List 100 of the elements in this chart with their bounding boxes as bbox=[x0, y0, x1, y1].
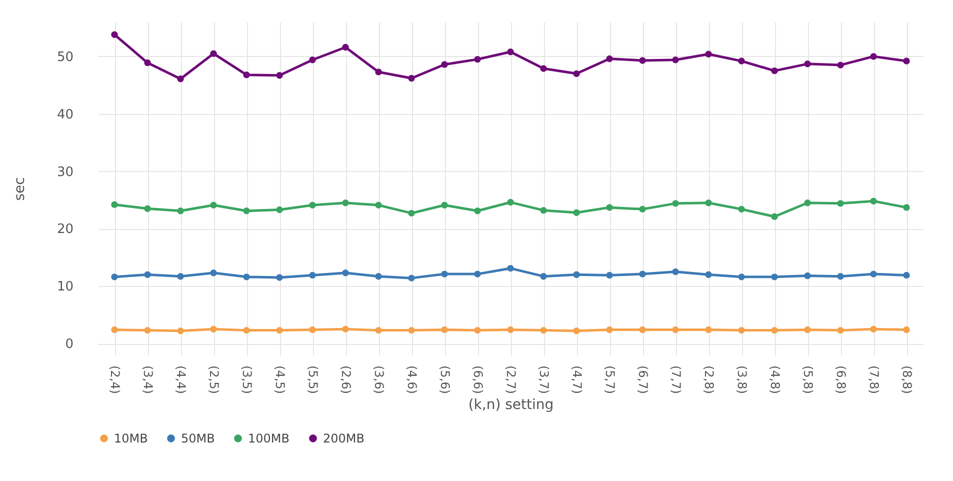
point bbox=[474, 56, 481, 63]
point bbox=[408, 326, 415, 334]
x-tick-label: (2,8) bbox=[702, 366, 716, 394]
point bbox=[540, 65, 547, 72]
point bbox=[309, 56, 316, 64]
point bbox=[177, 272, 184, 280]
x-axis-title: (k,n) setting bbox=[468, 396, 554, 413]
x-tick-label: (8,8) bbox=[900, 366, 914, 394]
point bbox=[903, 272, 910, 279]
x-tick-label: (2,5) bbox=[207, 366, 221, 394]
point bbox=[507, 264, 514, 272]
point bbox=[474, 326, 481, 334]
x-tick-label: (4,5) bbox=[273, 366, 287, 394]
point bbox=[705, 326, 712, 334]
x-tick-label: (3,5) bbox=[240, 366, 254, 394]
point bbox=[342, 326, 349, 333]
x-tick-label: (7,8) bbox=[867, 366, 881, 394]
point bbox=[243, 71, 250, 78]
point bbox=[309, 326, 316, 334]
x-tick-label: (6,6) bbox=[471, 366, 485, 394]
x-tick-label: (7,7) bbox=[669, 366, 683, 394]
point bbox=[210, 202, 217, 208]
point bbox=[177, 328, 184, 334]
point bbox=[738, 274, 745, 280]
x-tick-label: (4,4) bbox=[174, 366, 188, 394]
point bbox=[639, 206, 646, 213]
x-tick-label: (2,6) bbox=[339, 366, 353, 394]
point bbox=[540, 206, 547, 214]
point bbox=[672, 200, 679, 207]
point bbox=[705, 200, 712, 206]
point bbox=[276, 274, 283, 281]
point bbox=[573, 209, 580, 216]
point bbox=[441, 202, 448, 208]
point bbox=[243, 326, 250, 334]
y-tick-label: 40 bbox=[56, 107, 74, 122]
point bbox=[870, 198, 877, 204]
y-axis-title: sec bbox=[12, 177, 28, 201]
point bbox=[276, 72, 283, 79]
point bbox=[639, 57, 646, 64]
point bbox=[837, 200, 844, 207]
x-tick-label: (3,6) bbox=[372, 366, 386, 394]
point bbox=[309, 202, 316, 208]
point bbox=[474, 270, 481, 278]
point bbox=[837, 326, 844, 334]
x-tick-label: (6,8) bbox=[834, 366, 848, 394]
point bbox=[804, 60, 811, 68]
legend-label: 100MB bbox=[248, 431, 290, 446]
point bbox=[111, 201, 118, 208]
y-tick-label: 20 bbox=[56, 222, 74, 238]
point bbox=[243, 208, 250, 214]
point bbox=[903, 204, 910, 211]
point bbox=[606, 326, 613, 334]
point bbox=[672, 56, 679, 64]
point bbox=[408, 210, 415, 217]
point bbox=[705, 50, 712, 58]
x-tick-label: (4,8) bbox=[768, 366, 782, 394]
point bbox=[540, 326, 547, 334]
point bbox=[210, 50, 217, 57]
x-tick-label: (3,7) bbox=[537, 366, 551, 394]
point bbox=[771, 274, 778, 280]
x-tick-label: (4,7) bbox=[570, 366, 584, 394]
x-tick-label: (5,6) bbox=[438, 366, 452, 394]
point bbox=[210, 270, 217, 276]
y-tick-label: 10 bbox=[56, 280, 74, 295]
point bbox=[507, 198, 514, 206]
point bbox=[375, 326, 382, 334]
point bbox=[111, 326, 118, 334]
point bbox=[771, 213, 778, 220]
point bbox=[507, 48, 514, 56]
point bbox=[573, 70, 580, 78]
legend-label: 200MB bbox=[323, 431, 364, 446]
point bbox=[375, 202, 382, 208]
point bbox=[672, 268, 679, 276]
point bbox=[342, 270, 349, 276]
point bbox=[309, 272, 316, 279]
point bbox=[870, 53, 877, 60]
point bbox=[507, 326, 514, 334]
point bbox=[738, 58, 745, 64]
point bbox=[870, 326, 877, 333]
point bbox=[441, 326, 448, 334]
point bbox=[408, 274, 415, 282]
point bbox=[111, 31, 118, 38]
point bbox=[573, 271, 580, 278]
point bbox=[243, 274, 250, 280]
point bbox=[771, 67, 778, 74]
point bbox=[837, 272, 844, 280]
x-tick-label: (6,7) bbox=[636, 366, 650, 394]
x-tick-label: (3,4) bbox=[141, 366, 155, 394]
point bbox=[276, 326, 283, 334]
point bbox=[540, 272, 547, 280]
point bbox=[342, 200, 349, 206]
x-tick-label: (4,6) bbox=[405, 366, 419, 394]
point bbox=[408, 74, 415, 82]
point bbox=[441, 61, 448, 68]
point bbox=[375, 272, 382, 280]
y-tick-label: 50 bbox=[56, 50, 74, 65]
point bbox=[111, 274, 118, 280]
legend-label: 50MB bbox=[181, 431, 215, 446]
point bbox=[804, 200, 811, 206]
x-tick-label: (3,8) bbox=[735, 366, 749, 394]
